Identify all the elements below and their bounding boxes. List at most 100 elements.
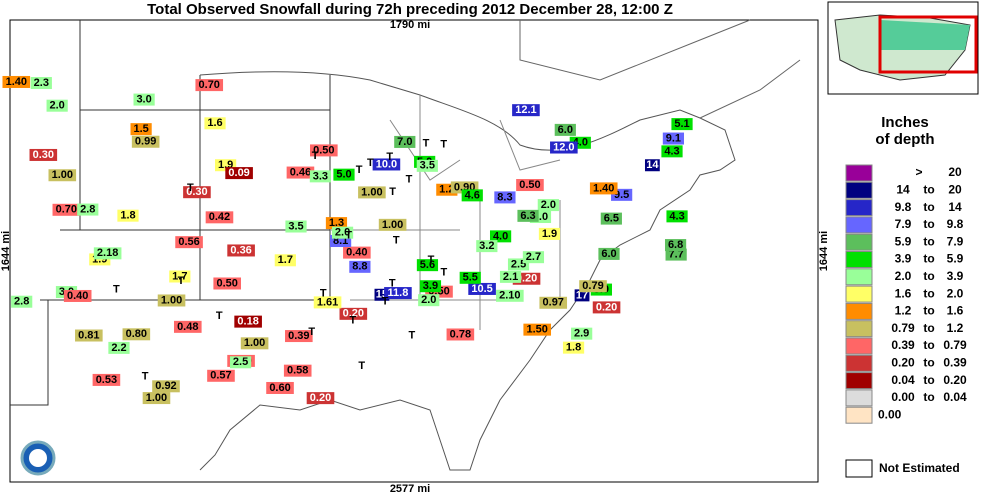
station-label: 0.60: [269, 382, 290, 394]
trace-label: T: [312, 150, 319, 162]
legend-label: 3.9: [895, 252, 912, 266]
legend-label: 0.00: [891, 390, 915, 404]
legend-swatch: [845, 268, 873, 286]
station-label: 6.0: [558, 124, 573, 136]
station-label: 2.5: [233, 356, 248, 368]
station-label: 0.20: [596, 301, 617, 313]
station-box: [157, 294, 186, 307]
station-label: 2.0: [541, 199, 556, 211]
station-label: 6.8: [668, 239, 683, 251]
station-box: [592, 301, 621, 314]
station-label: 8.3: [497, 191, 512, 203]
trace-label: T: [428, 254, 435, 266]
station-box: [234, 315, 262, 328]
station-label: 7.0: [397, 136, 412, 148]
station-label: 0.99: [135, 136, 156, 148]
station-label: 2.0: [49, 100, 64, 112]
station-box: [310, 144, 338, 157]
trace-label: T: [440, 139, 447, 151]
station-box: [517, 209, 539, 222]
legend-label: 2.0: [895, 269, 912, 283]
station-label: 5.0: [336, 169, 351, 181]
trace-label: T: [393, 234, 400, 246]
station-label: 1.00: [52, 169, 73, 181]
not-estimated-swatch: [845, 459, 873, 478]
station-box: [598, 247, 620, 260]
station-box: [664, 239, 687, 252]
inset-map: [827, 1, 979, 95]
legend-label: 20: [948, 165, 962, 179]
station-label: 0.30: [33, 149, 54, 161]
station-label: 5.6: [420, 259, 435, 271]
legend-label: 2.0: [947, 286, 964, 300]
station-box: [313, 296, 342, 309]
legend-label: 0.04: [891, 373, 915, 387]
station-label: 5.1: [674, 118, 689, 130]
station-box: [662, 132, 685, 145]
legend-swatch: [845, 372, 873, 390]
legend-label: to: [923, 390, 934, 404]
trace-label: T: [187, 182, 194, 194]
trace-label: T: [345, 230, 352, 242]
station-label: 1.00: [382, 219, 403, 231]
legend-label: 0.04: [943, 390, 967, 404]
station-box: [63, 289, 92, 302]
station-label: 2.8: [80, 203, 95, 215]
station-box: [29, 148, 58, 161]
station-label: 0.30: [186, 186, 207, 198]
station-label: 2.2: [111, 342, 126, 354]
station-label: 5.5: [463, 272, 478, 284]
station-label: 3.2: [479, 240, 494, 252]
legend-title: of depth: [875, 131, 934, 148]
legend-swatch: [845, 337, 873, 355]
legend-label: 0.39: [943, 355, 967, 369]
station-box: [152, 380, 180, 393]
station-label: 9.5: [614, 189, 629, 201]
station-box: [416, 159, 438, 172]
station-label: 1.00: [146, 392, 167, 404]
station-box: [589, 182, 618, 195]
legend-label: 1.2: [947, 321, 964, 335]
scale-top: 1790 mi: [390, 19, 430, 31]
station-box: [131, 135, 160, 148]
legend-swatch: [845, 354, 873, 372]
station-label: 0.36: [230, 244, 251, 256]
legend-label: to: [923, 234, 934, 248]
station-box: [117, 209, 139, 222]
legend-swatch: [845, 285, 873, 303]
station-label: 10.5: [471, 283, 492, 295]
station-box: [489, 230, 512, 243]
station-label: 0.58: [287, 365, 308, 377]
station-box: [333, 168, 355, 181]
station-box: [339, 307, 368, 320]
trace-label: T: [142, 371, 149, 383]
station-box: [661, 145, 683, 158]
trace-label: T: [406, 173, 413, 185]
station-label: 2.7: [526, 251, 541, 263]
station-box: [108, 341, 130, 354]
station-label: 2.0: [421, 294, 436, 306]
station-box: [225, 167, 253, 180]
legend-label: >: [915, 165, 922, 179]
station-box: [358, 186, 386, 199]
legend-swatch: [845, 181, 873, 199]
station-box: [142, 392, 171, 405]
legend-label: to: [923, 321, 934, 335]
legend-swatch: [845, 302, 873, 320]
station-label: 6.3: [520, 210, 535, 222]
title: Total Observed Snowfall during 72h prece…: [147, 1, 673, 18]
legend-label: 0.00: [878, 407, 902, 421]
station-box: [446, 328, 475, 341]
legend-label: 14: [896, 182, 910, 196]
station-box: [286, 166, 315, 179]
station-label: 0.39: [288, 330, 309, 342]
station-box: [418, 294, 440, 307]
station-label: 6.0: [601, 248, 616, 260]
legend-label: 9.8: [895, 200, 912, 214]
legend-label: to: [923, 217, 934, 231]
station-box: [419, 280, 442, 293]
station-box: [579, 280, 607, 293]
station-box: [378, 218, 407, 231]
station-label: 3.5: [288, 220, 303, 232]
legend-label: to: [923, 338, 934, 352]
